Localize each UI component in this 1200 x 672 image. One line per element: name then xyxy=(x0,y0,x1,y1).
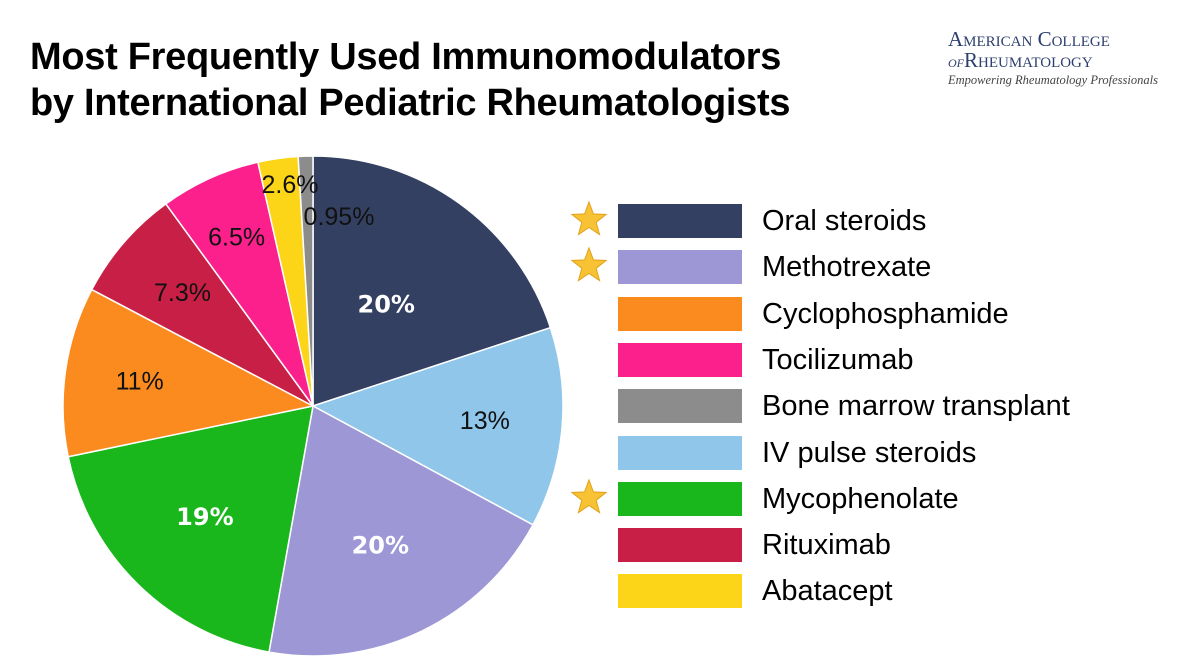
chart-title-line-1: Most Frequently Used Immunomodulators xyxy=(30,36,782,78)
legend-label: IV pulse steroids xyxy=(762,436,977,469)
legend-label: Oral steroids xyxy=(762,205,927,237)
pie-slice-iv-pulse-steroids xyxy=(311,326,564,526)
star-icon xyxy=(570,478,608,514)
legend-swatch xyxy=(618,435,742,470)
legend-swatch xyxy=(618,342,742,377)
legend-label: Cyclophosphamide xyxy=(762,297,1009,330)
logo-line-1: American College xyxy=(948,27,1110,51)
legend-item-oral-steroids: Oral steroids xyxy=(568,198,1168,238)
pie-slice-bone-marrow-transplant xyxy=(297,155,314,407)
legend-item-tocilizumab: Tocilizumab xyxy=(568,337,1168,377)
pie-label-abatacept: 2.6% xyxy=(262,171,319,199)
pie-label-oral-steroids: 20% xyxy=(358,291,415,319)
chart-title: Most Frequently Used Immunomodulators by… xyxy=(30,34,791,126)
legend-item-mycophenolate: Mycophenolate xyxy=(568,476,1168,516)
legend-label: Abatacept xyxy=(762,575,893,608)
legend-item-cyclophosphamide: Cyclophosphamide xyxy=(568,291,1168,331)
pie-slice-oral-steroids xyxy=(312,155,552,408)
chart-title-line-2: by International Pediatric Rheumatologis… xyxy=(30,82,791,124)
legend-item-abatacept: Abatacept xyxy=(568,568,1168,609)
legend-item-iv-pulse-steroids: IV pulse steroids xyxy=(568,430,1168,470)
legend-item-rituximab: Rituximab xyxy=(568,522,1168,563)
legend-item-bone-marrow-transplant: Bone marrow transplant xyxy=(568,383,1168,424)
legend-label: Bone marrow transplant xyxy=(762,390,1070,423)
pie-label-iv-pulse-steroids: 13% xyxy=(460,407,510,435)
logo-line-2: ofRheumatology xyxy=(948,50,1163,72)
legend-swatch xyxy=(618,204,742,238)
legend-swatch xyxy=(618,481,742,516)
logo-rheumatology: Rheumatology xyxy=(964,48,1093,72)
pie-slice-methotrexate xyxy=(268,404,534,657)
legend-label: Mycophenolate xyxy=(762,482,959,515)
legend-swatch xyxy=(618,528,742,563)
pie-label-bone-marrow-transplant: 0.95% xyxy=(304,203,375,231)
pie-chart: 20% 13% 20% 19% 11% 7.3% 6.5% 2.6% 0.95% xyxy=(62,155,564,657)
star-icon xyxy=(570,200,608,236)
pie-label-cyclophosphamide: 11% xyxy=(116,368,164,396)
legend-swatch xyxy=(618,574,742,609)
pie-label-mycophenolate: 19% xyxy=(176,503,233,531)
pie-label-rituximab: 7.3% xyxy=(154,279,211,307)
pie-slice-rituximab xyxy=(90,202,314,407)
logo-tagline: Empowering Rheumatology Professionals xyxy=(948,73,1158,87)
acr-logo: American College ofRheumatology Empoweri… xyxy=(948,28,1163,88)
logo-of: of xyxy=(948,52,964,71)
pie-label-tocilizumab: 6.5% xyxy=(208,224,265,252)
legend-label: Methotrexate xyxy=(762,251,932,284)
legend-swatch xyxy=(618,296,742,331)
pie-label-methotrexate: 20% xyxy=(352,532,409,560)
pie-slice-mycophenolate xyxy=(67,405,314,653)
legend-label: Tocilizumab xyxy=(762,343,914,376)
legend-item-methotrexate: Methotrexate xyxy=(568,244,1168,285)
star-icon xyxy=(570,246,608,283)
legend-swatch xyxy=(618,389,742,424)
legend-swatch xyxy=(618,250,742,285)
legend-label: Rituximab xyxy=(762,529,891,562)
pie-slice-cyclophosphamide xyxy=(62,288,316,458)
